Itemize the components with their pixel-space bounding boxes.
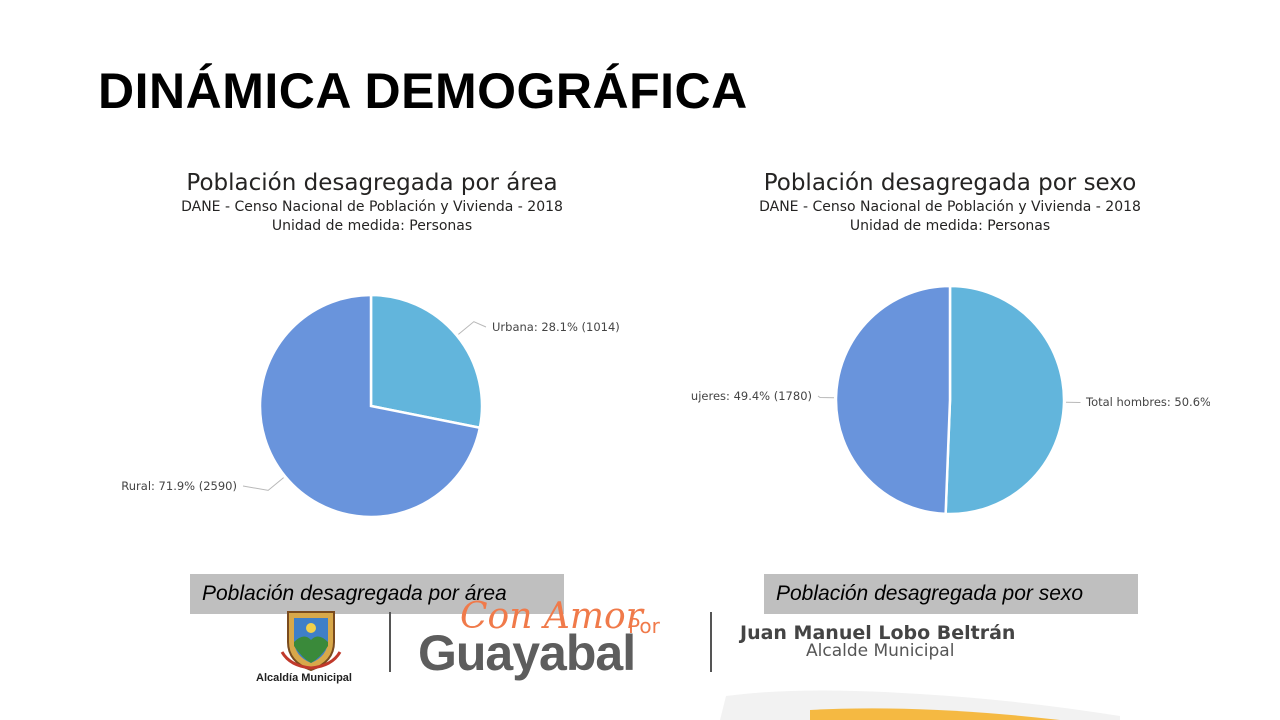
- chart-unit: Unidad de medida: Personas: [271, 218, 473, 234]
- slice-data-label: Urbana: 28.1% (1014): [492, 320, 620, 334]
- chart-subtitle: DANE - Censo Nacional de Población y Viv…: [181, 199, 563, 215]
- caption-area: Población desagregada por área: [190, 574, 564, 614]
- pie-slice-total-mujeres: [834, 284, 952, 516]
- chart-panel-sex: Total hombres: 50.6% (1824) Total mujeres…: [690, 168, 1210, 548]
- slice-data-label: Total hombres: 50.6% (1824): [1085, 395, 1210, 409]
- slogan-script: Con Amor: [460, 596, 643, 637]
- mayor-role: Alcalde Municipal: [806, 641, 955, 661]
- slice-data-label: Total mujeres: 49.4% (1780): [690, 389, 812, 403]
- leader-line: [458, 321, 487, 335]
- pie-chart-area: Urbana: 28.1% (1014) Rural: 71.9% (2590): [121, 293, 620, 519]
- municipal-crest-icon: [280, 611, 342, 672]
- chart-title: Población desagregada por área: [186, 170, 558, 196]
- footer-divider: [710, 612, 712, 672]
- footer-divider: [389, 612, 391, 672]
- leader-line: [242, 477, 284, 491]
- pie-slice-rural: [258, 293, 482, 519]
- slide-title: DINÁMICA DEMOGRÁFICA: [98, 63, 748, 119]
- caption-sex: Población desagregada por sexo: [764, 574, 1138, 614]
- pie-chart-sex: Total hombres: 50.6% (1824) Total mujeres…: [690, 284, 1210, 516]
- chart-subtitle: DANE - Censo Nacional de Población y Viv…: [759, 199, 1141, 215]
- slogan-main: Guayabal: [418, 625, 636, 681]
- pie-slice-urbana: [369, 293, 484, 430]
- pie-slice-total-hombres: [944, 284, 1066, 516]
- crest-label: Alcaldía Municipal: [256, 672, 352, 684]
- footer-swoosh-decoration: [720, 690, 1120, 720]
- leader-line: [817, 395, 835, 399]
- slice-data-label: Rural: 71.9% (2590): [121, 479, 237, 493]
- chart-title: Población desagregada por sexo: [763, 170, 1137, 196]
- chart-unit: Unidad de medida: Personas: [849, 218, 1051, 234]
- slogan-por: Por: [628, 614, 660, 638]
- mayor-name: Juan Manuel Lobo Beltrán: [740, 622, 1016, 644]
- chart-panel-area: Urbana: 28.1% (1014) Rural: 71.9% (2590) …: [112, 168, 632, 548]
